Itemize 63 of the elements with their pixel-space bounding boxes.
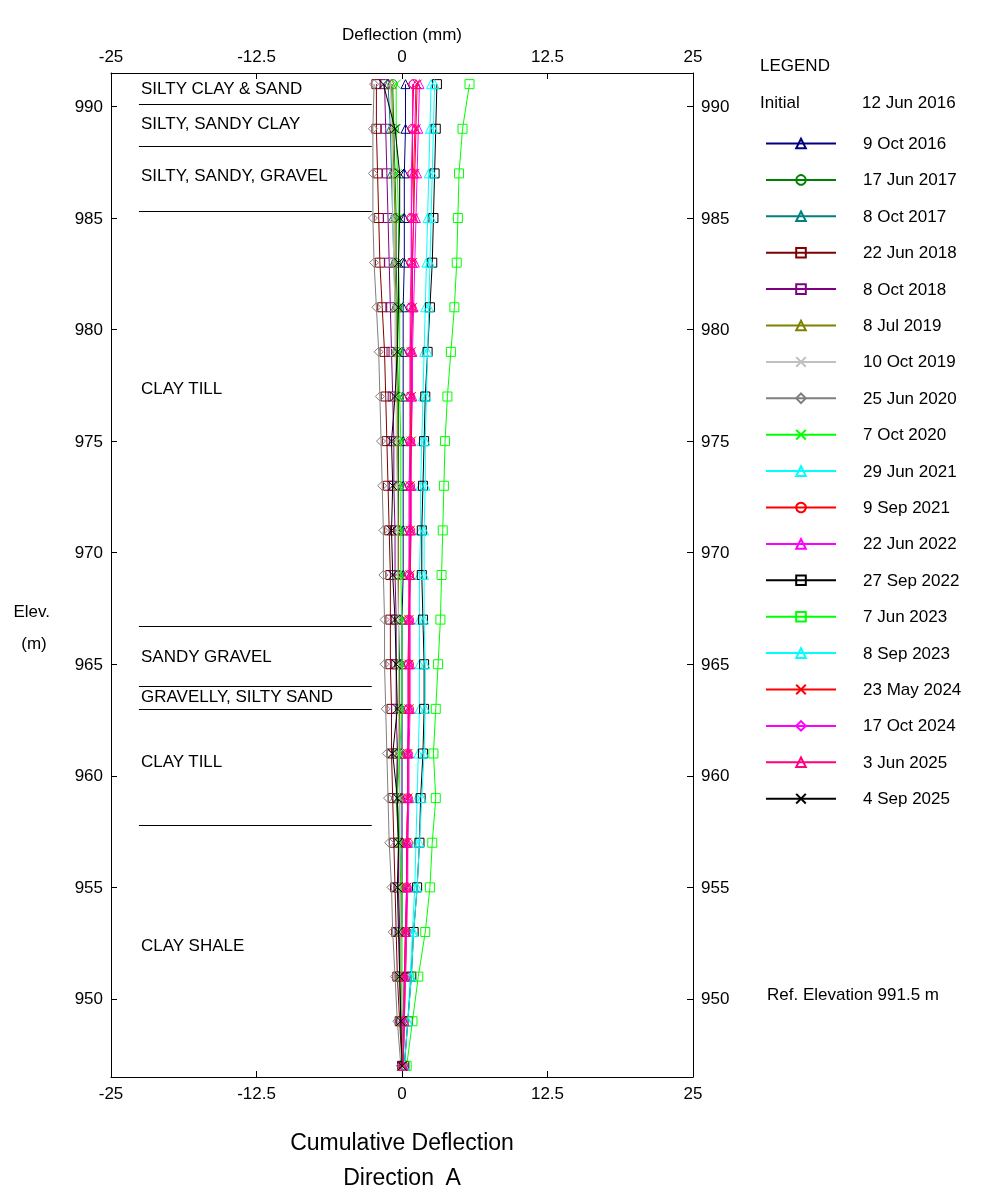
annotation: GRAVELLY, SILTY SAND <box>141 687 334 706</box>
y2-tick-label: 975 <box>701 431 730 451</box>
y-tick-label: 970 <box>74 543 103 563</box>
y2-tick-label: 985 <box>701 208 730 228</box>
legend-label: 9 Sep 2021 <box>863 498 950 517</box>
y-axis-title: Elev. (m) <box>13 601 55 653</box>
y-tick-label: 975 <box>74 431 103 451</box>
text: 12 Jun 2016 <box>862 93 956 112</box>
y-tick-label: 965 <box>74 654 103 674</box>
x2-tick-label: -25 <box>98 47 124 66</box>
y-tick-label: 960 <box>74 766 103 786</box>
annotation: SANDY GRAVEL <box>141 647 272 666</box>
y2-tick-label: 950 <box>701 989 730 1009</box>
x-tick-label: -25 <box>98 1084 124 1103</box>
legend-label: 7 Oct 2020 <box>863 425 947 445</box>
y2-tick-label: 980 <box>701 320 730 340</box>
y2-tick-label: 965 <box>701 654 730 674</box>
text: Initial <box>760 93 800 112</box>
annotation: CLAY TILL <box>141 752 223 771</box>
legend-label: 22 Jun 2018 <box>863 243 957 263</box>
y2-tick-label: 960 <box>701 766 730 786</box>
x-tick-label: -12.5 <box>237 1084 276 1103</box>
x2-tick-label: 0 <box>397 47 407 66</box>
x2-tick-label: 25 <box>683 47 703 66</box>
legend-label: 10 Oct 2019 <box>863 352 956 372</box>
y-tick-label: 955 <box>74 877 103 897</box>
legend-label: 3 Jun 2025 <box>863 752 948 772</box>
legend-label: 17 Jun 2017 <box>863 170 957 190</box>
legend-label: 8 Oct 2018 <box>863 279 947 299</box>
text: Cumulative Deflection <box>290 1128 514 1155</box>
x2-axis-title: Deflection (mm) <box>342 25 462 44</box>
y2-tick-label: 955 <box>701 877 730 897</box>
annotation: SILTY CLAY & SAND <box>141 79 303 98</box>
annotation: SILTY, SANDY CLAY <box>141 114 301 133</box>
y2-tick-label: 970 <box>701 543 730 563</box>
x2-tick-label: -12.5 <box>237 47 276 66</box>
x-tick-label: 25 <box>683 1084 703 1103</box>
legend-label: 8 Sep 2023 <box>863 643 950 663</box>
x-tick-label: 12.5 <box>530 1084 565 1103</box>
text: Direction A <box>343 1163 462 1190</box>
x2-tick-label: 12.5 <box>530 47 565 66</box>
legend-label: 22 Jun 2022 <box>863 534 957 554</box>
y-tick-label: 950 <box>74 989 103 1009</box>
legend-label: 29 Jun 2021 <box>863 461 957 481</box>
legend-label: 25 Jun 2020 <box>863 388 957 408</box>
annotation: CLAY SHALE <box>141 936 245 955</box>
legend-label: 8 Oct 2017 <box>863 206 947 226</box>
legend-label: 17 Oct 2024 <box>863 716 956 736</box>
text: Ref. Elevation 991.5 m <box>767 985 939 1004</box>
y-tick-label: 990 <box>74 96 103 116</box>
legend-title: LEGEND <box>760 56 830 75</box>
legend-label: 4 Sep 2025 <box>863 789 950 809</box>
legend-label: 9 Oct 2016 <box>863 134 947 153</box>
y-tick-label: 985 <box>74 208 103 228</box>
y-tick-label: 980 <box>74 320 103 340</box>
legend-label: 27 Sep 2022 <box>863 570 960 590</box>
legend-label: 7 Jun 2023 <box>863 607 948 627</box>
annotation: CLAY TILL <box>141 379 223 398</box>
y2-tick-label: 990 <box>701 96 730 116</box>
legend-label: 8 Jul 2019 <box>863 316 942 335</box>
annotation: SILTY, SANDY, GRAVEL <box>141 166 328 185</box>
legend-label: 23 May 2024 <box>863 680 962 699</box>
x-tick-label: 0 <box>397 1084 407 1103</box>
